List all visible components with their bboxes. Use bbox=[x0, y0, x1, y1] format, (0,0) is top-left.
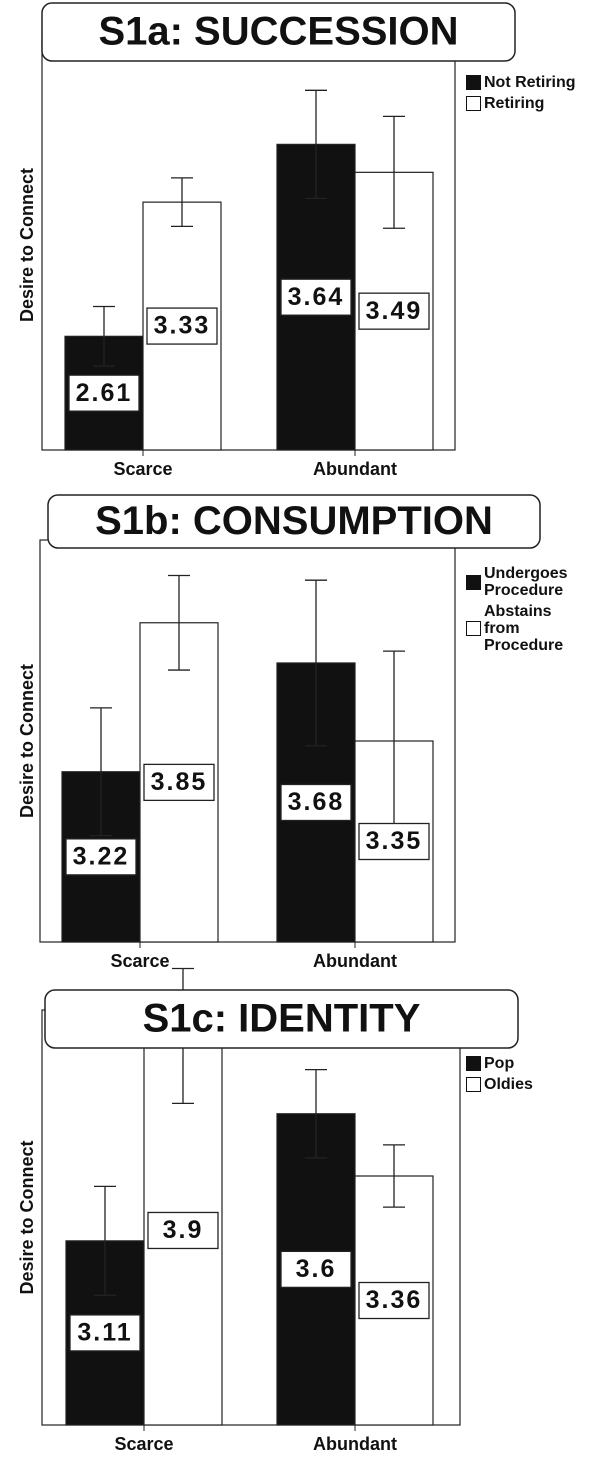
value-label-box bbox=[69, 1314, 141, 1352]
legend-label: Not Retiring bbox=[484, 74, 576, 91]
legend-label: Abstains from Procedure bbox=[484, 603, 564, 654]
value-label-box bbox=[147, 1211, 219, 1250]
title-box bbox=[44, 989, 519, 1049]
value-label: 3.9 bbox=[163, 1216, 204, 1244]
legend-entry: Not Retiring bbox=[466, 74, 588, 91]
x-tick-label: Scarce bbox=[114, 1434, 173, 1454]
error-bar bbox=[93, 305, 115, 367]
legend-box: Undergoes Procedure Abstains from Procedu… bbox=[466, 565, 574, 654]
error-bar bbox=[305, 89, 327, 200]
value-label-box bbox=[358, 822, 430, 861]
y-axis-label: Desire to Connect bbox=[17, 168, 37, 322]
legend-entry: Abstains from Procedure bbox=[466, 603, 574, 654]
y-axis-label: Desire to Connect bbox=[17, 664, 37, 818]
value-label-box bbox=[358, 1281, 430, 1320]
value-label: 2.61 bbox=[76, 379, 133, 407]
value-label-box bbox=[280, 278, 352, 316]
legend-swatch bbox=[466, 96, 481, 111]
legend-swatch bbox=[466, 1077, 481, 1092]
value-label-box bbox=[68, 374, 140, 412]
legend-entry: Pop bbox=[466, 1055, 588, 1072]
value-label: 3.85 bbox=[151, 768, 208, 796]
x-tick-label: Abundant bbox=[313, 951, 397, 971]
x-tick-label: Abundant bbox=[313, 459, 397, 479]
chart-title: S1a: SUCCESSION bbox=[98, 10, 458, 54]
value-label: 3.33 bbox=[154, 312, 211, 340]
error-bar bbox=[171, 177, 193, 228]
title-box bbox=[47, 494, 541, 549]
value-label: 3.68 bbox=[288, 788, 345, 816]
legend-entry: Oldies bbox=[466, 1076, 588, 1093]
error-bar bbox=[168, 574, 190, 671]
error-bar bbox=[305, 579, 327, 747]
legend: Not Retiring Retiring bbox=[466, 74, 588, 112]
value-label-box bbox=[358, 292, 430, 330]
y-axis-label: Desire to Connect bbox=[17, 1140, 37, 1294]
legend-entry: Undergoes Procedure bbox=[466, 565, 574, 599]
value-label: 3.49 bbox=[366, 297, 423, 325]
value-label: 3.6 bbox=[296, 1255, 337, 1283]
value-label-box bbox=[143, 763, 215, 802]
error-bar bbox=[90, 707, 112, 837]
legend: Undergoes Procedure Abstains from Procedu… bbox=[466, 565, 574, 654]
value-label: 3.35 bbox=[366, 827, 423, 855]
error-bar bbox=[383, 115, 405, 229]
legend-label: Pop bbox=[484, 1055, 515, 1072]
value-label: 3.64 bbox=[288, 283, 345, 311]
value-label: 3.22 bbox=[73, 842, 130, 870]
error-bar bbox=[305, 1069, 327, 1159]
error-bar bbox=[383, 1144, 405, 1208]
legend-swatch bbox=[466, 75, 481, 90]
legend-swatch bbox=[466, 621, 481, 636]
legend-label: Undergoes Procedure bbox=[484, 565, 568, 599]
chart-title: S1b: CONSUMPTION bbox=[95, 499, 493, 543]
value-label: 3.36 bbox=[366, 1286, 423, 1314]
error-bar bbox=[94, 1185, 116, 1296]
legend-label: Retiring bbox=[484, 95, 545, 112]
legend-box: Not Retiring Retiring bbox=[466, 74, 588, 112]
legend-entry: Retiring bbox=[466, 95, 588, 112]
x-tick-label: Scarce bbox=[113, 459, 172, 479]
value-label-box bbox=[65, 838, 137, 876]
legend-label: Oldies bbox=[484, 1076, 533, 1093]
chart-title: S1c: IDENTITY bbox=[143, 997, 421, 1041]
legend: Pop Oldies bbox=[466, 1055, 588, 1093]
value-label-box bbox=[146, 307, 218, 345]
x-tick-label: Abundant bbox=[313, 1434, 397, 1454]
value-label-box bbox=[280, 1250, 352, 1289]
legend-swatch bbox=[466, 574, 481, 590]
legend-swatch bbox=[466, 1056, 481, 1071]
x-tick-label: Scarce bbox=[110, 951, 169, 971]
value-label: 3.11 bbox=[77, 1319, 132, 1347]
value-label-box bbox=[280, 783, 352, 822]
legend-box: Pop Oldies bbox=[466, 1055, 588, 1093]
title-box bbox=[41, 2, 516, 62]
